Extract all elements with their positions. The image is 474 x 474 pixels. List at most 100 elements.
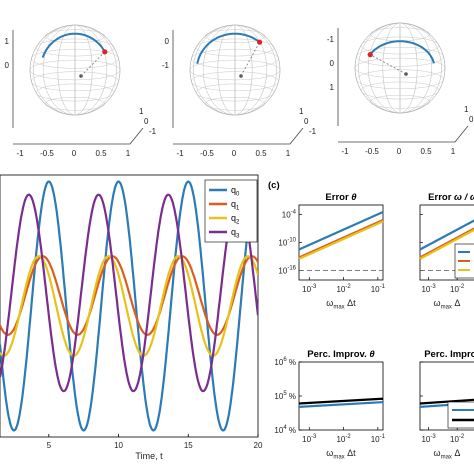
axis-floor-line: [13, 127, 144, 145]
series-line-q3: [0, 193, 258, 393]
x-tick-label: 15: [184, 441, 193, 450]
y-tick-label: 10-4: [282, 209, 297, 219]
sphere-longitude-line: [358, 22, 442, 114]
sphere-y-tick-label: 0: [144, 117, 149, 126]
sphere-latitude-line: [35, 83, 115, 102]
sphere-x-tick-label: -0.5: [200, 149, 214, 158]
subplot-3: Perc. Improv. θ 106 % 105 % 104 % 10-3 10-2 10…: [274, 349, 385, 461]
current-point-marker: [102, 49, 108, 55]
sphere-z-tick-label: 0: [165, 37, 170, 46]
sphere-longitude-line: [367, 22, 433, 114]
sphere-longitude-line: [382, 22, 418, 114]
trajectory-arc: [41, 32, 106, 58]
sphere-y-tick-label: 1: [464, 105, 469, 114]
legend-box-partial: [447, 401, 474, 429]
radius-dashed-line: [369, 54, 407, 75]
sphere-z-tick-label: -1: [162, 61, 170, 70]
sphere-y-tick-label: 0: [304, 117, 309, 126]
subplot-x-label: ωmax Δ: [434, 298, 461, 311]
sphere-x-tick-label: 0.5: [420, 147, 432, 156]
sphere-z-tick-label: -1: [327, 35, 335, 44]
sphere-longitude-line: [367, 22, 433, 114]
sphere-x-tick-label: 0.5: [255, 149, 267, 158]
sphere-x-tick-label: 0: [397, 147, 402, 156]
legend-entry-label: q0: [231, 185, 240, 198]
sphere-longitude-line: [189, 24, 281, 116]
series-line-orange: [298, 218, 384, 259]
trajectory-arc: [369, 40, 435, 64]
sphere-z-tick-label: 1: [5, 37, 10, 46]
sphere-longitude-line: [358, 22, 442, 114]
subplot-x-label: ωmax Δt: [326, 298, 356, 311]
sphere-x-tick-label: -1: [16, 149, 24, 158]
sphere-y-tick-label: -1: [309, 127, 317, 136]
series-line-yellow: [419, 228, 474, 260]
sphere-z-tick-label: 0: [5, 61, 10, 70]
sphere-x-tick-label: -1: [176, 149, 184, 158]
sphere-x-tick-label: 0: [72, 149, 77, 158]
trajectory-arc: [196, 32, 261, 64]
sphere-x-tick-label: 0.5: [95, 149, 107, 158]
x-tick-label: 20: [254, 441, 263, 450]
sphere-x-tick-label: 1: [126, 149, 131, 158]
axis-floor-line: [338, 125, 469, 143]
sphere-longitude-line: [202, 24, 268, 116]
sphere-latitude-line: [356, 69, 444, 90]
subplot-title: Error θ: [325, 192, 357, 203]
series-line-blue: [419, 219, 474, 251]
radius-dashed-line: [80, 51, 106, 77]
radius-dashed-line: [240, 41, 260, 77]
axis-floor-line: [173, 127, 304, 145]
x-tick-label: 5: [47, 441, 52, 450]
subplot-title: Error ω / ω: [428, 192, 474, 203]
sphere-x-tick-label: -0.5: [365, 147, 379, 156]
current-point-marker: [256, 39, 263, 45]
legend-entry-label: q3: [231, 227, 240, 240]
x-tick-label: 10-2: [450, 434, 465, 444]
sphere-latitude-line: [195, 83, 275, 102]
legend-entry-label: q2: [231, 213, 240, 226]
x-axis-label: Time, t: [135, 451, 163, 461]
sphere-x-tick-label: 1: [451, 147, 456, 156]
sphere-outline: [189, 24, 281, 116]
sphere-z-tick-label: 0: [330, 59, 335, 68]
x-tick-label: 10-3: [421, 284, 436, 294]
subplot-x-label: ωmax Δ: [434, 448, 461, 461]
sphere-longitude-line: [202, 24, 268, 116]
sphere-y-tick-label: -1: [149, 127, 157, 136]
sphere-longitude-line: [193, 24, 277, 116]
x-tick-label: 10-2: [336, 284, 351, 294]
sphere-panel-3: -1-0.500.51-101-101: [327, 22, 474, 156]
x-tick-label: 10-2: [450, 284, 465, 294]
sphere-longitude-line: [234, 24, 236, 116]
series-line-blue: [298, 211, 384, 251]
sphere-longitude-line: [74, 24, 76, 116]
sphere-longitude-line: [42, 24, 108, 116]
sphere-longitude-line: [29, 24, 121, 116]
sphere-latitude-line: [191, 71, 279, 92]
subplot-4: Perc. Improv 10-3 10-2 ωmax Δ: [419, 349, 474, 461]
sphere-latitude-line: [31, 71, 119, 92]
subplot-2: Error ω / ω 10-3 10-2 ωmax Δ: [419, 192, 474, 311]
sphere-y-tick-label: 0: [469, 115, 474, 124]
y-tick-label: 10-10: [278, 238, 296, 248]
y-tick-label: 106 %: [274, 357, 296, 367]
legend-entry-label: q1: [231, 199, 240, 212]
sphere-latitude-line: [360, 81, 440, 100]
series-line-black: [298, 397, 384, 405]
x-tick-label: 10-3: [302, 434, 317, 444]
x-tick-label: 10-1: [371, 434, 386, 444]
x-tick-label: 10-3: [421, 434, 436, 444]
sphere-longitude-line: [33, 24, 117, 116]
x-tick-label: 10: [114, 441, 123, 450]
subplot-title: Perc. Improv: [424, 349, 474, 360]
series-line-orange: [419, 227, 474, 259]
sphere-longitude-line: [354, 22, 446, 114]
subplot-title: Perc. Improv. θ: [307, 349, 375, 360]
subplot-area: [298, 361, 384, 431]
y-tick-label: 105 %: [274, 391, 296, 401]
